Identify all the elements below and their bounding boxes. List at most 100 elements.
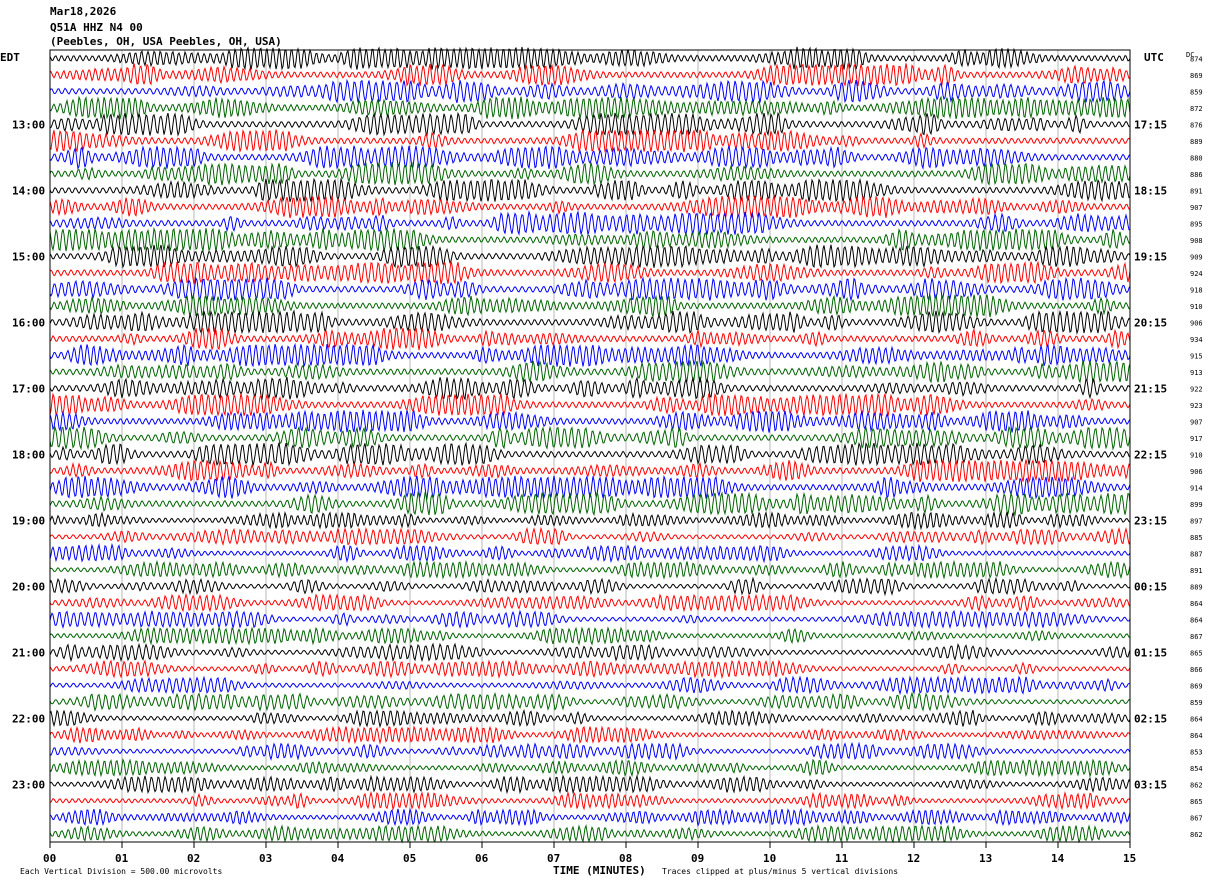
trace-line-38 — [49, 659, 1131, 680]
left-hour-label-8: 20:00 — [12, 580, 45, 593]
x-tick-04: 04 — [331, 852, 345, 865]
trace-line-24 — [49, 425, 1131, 451]
trace-line-21 — [49, 376, 1131, 401]
trace-line-13 — [49, 244, 1131, 269]
dc-value-32: 891 — [1190, 567, 1203, 575]
dc-value-40: 859 — [1190, 699, 1203, 707]
x-tick-15: 15 — [1123, 852, 1136, 865]
left-hour-label-11: 23:00 — [12, 778, 45, 791]
right-hour-label-10: 02:15 — [1134, 712, 1167, 725]
right-time-labels: 17:15 18:15 19:15 20:15 21:15 22:15 23:15 00:15… — [1134, 118, 1167, 791]
trace-line-6 — [49, 128, 1131, 154]
trace-line-19 — [49, 342, 1131, 368]
trace-line-9 — [49, 177, 1131, 203]
trace-line-7 — [49, 144, 1131, 171]
dc-value-11: 895 — [1190, 220, 1203, 228]
dc-value-24: 917 — [1190, 435, 1203, 443]
right-axis-label: UTC — [1144, 51, 1164, 64]
trace-line-31 — [49, 542, 1131, 564]
dc-value-4: 872 — [1190, 105, 1203, 113]
left-time-labels: 13:00 14:00 15:00 16:00 17:00 18:00 19:00 20:00… — [12, 118, 45, 791]
trace-line-37 — [49, 642, 1131, 663]
trace-line-18 — [49, 326, 1131, 352]
right-hour-label-8: 00:15 — [1134, 580, 1167, 593]
trace-line-1 — [49, 46, 1131, 71]
dc-value-44: 854 — [1190, 765, 1203, 773]
trace-line-27 — [49, 474, 1131, 500]
trace-line-42 — [49, 725, 1131, 745]
dc-value-41: 864 — [1190, 715, 1203, 723]
dc-value-10: 907 — [1190, 204, 1203, 212]
trace-line-29 — [49, 510, 1131, 531]
trace-line-47 — [49, 807, 1131, 827]
trace-line-11 — [49, 209, 1131, 237]
dc-value-42: 864 — [1190, 732, 1203, 740]
left-hour-label-9: 21:00 — [12, 646, 45, 659]
dc-offset-labels: 874 869 859 872 876 889 880 886 891 907 895 908 909 9… — [1190, 55, 1203, 839]
dc-value-26: 906 — [1190, 468, 1203, 476]
dc-value-19: 915 — [1190, 352, 1203, 360]
trace-line-39 — [49, 674, 1131, 696]
dc-value-14: 924 — [1190, 270, 1203, 278]
right-hour-label-6: 22:15 — [1134, 448, 1167, 461]
x-tick-14: 14 — [1051, 852, 1065, 865]
dc-value-23: 907 — [1190, 418, 1203, 426]
trace-line-45 — [49, 774, 1131, 795]
trace-line-44 — [49, 758, 1131, 778]
trace-line-26 — [49, 458, 1131, 484]
dc-value-6: 889 — [1190, 138, 1203, 146]
trace-line-23 — [49, 409, 1131, 433]
trace-line-34 — [49, 592, 1131, 614]
left-hour-label-2: 14:00 — [12, 184, 45, 197]
trace-line-4 — [49, 95, 1131, 120]
trace-line-8 — [49, 161, 1131, 187]
trace-line-36 — [49, 625, 1131, 646]
dc-value-20: 913 — [1190, 369, 1203, 377]
dc-value-43: 853 — [1190, 748, 1203, 756]
dc-value-38: 866 — [1190, 666, 1203, 674]
x-tick-10: 10 — [763, 852, 776, 865]
right-hour-label-2: 18:15 — [1134, 184, 1167, 197]
trace-line-2 — [49, 62, 1131, 87]
x-tick-05: 05 — [403, 852, 416, 865]
trace-line-10 — [49, 194, 1131, 219]
dc-value-36: 867 — [1190, 633, 1203, 641]
dc-value-47: 867 — [1190, 814, 1203, 822]
left-hour-label-4: 16:00 — [12, 316, 45, 329]
minute-gridlines — [49, 50, 1131, 842]
dc-value-34: 864 — [1190, 600, 1203, 608]
x-tick-01: 01 — [115, 852, 129, 865]
dc-value-1: 874 — [1190, 55, 1203, 63]
dc-value-46: 865 — [1190, 798, 1203, 806]
header-station: Q51A HHZ N4 00 — [50, 21, 143, 34]
x-tick-11: 11 — [835, 852, 849, 865]
dc-value-7: 880 — [1190, 154, 1203, 162]
right-hour-label-5: 21:15 — [1134, 382, 1167, 395]
left-hour-label-6: 18:00 — [12, 448, 45, 461]
x-tick-06: 06 — [475, 852, 489, 865]
header-location: (Peebles, OH, USA Peebles, OH, USA) — [50, 35, 282, 48]
right-hour-label-9: 01:15 — [1134, 646, 1167, 659]
dc-value-37: 865 — [1190, 649, 1203, 657]
trace-line-25 — [49, 441, 1131, 467]
dc-value-8: 886 — [1190, 171, 1203, 179]
dc-value-25: 910 — [1190, 451, 1203, 459]
left-hour-label-5: 17:00 — [12, 382, 45, 395]
x-tick-09: 09 — [691, 852, 704, 865]
x-tick-03: 03 — [259, 852, 272, 865]
seismic-traces — [49, 46, 1131, 844]
clip-note: Traces clipped at plus/minus 5 vertical … — [662, 867, 899, 876]
trace-line-22 — [49, 392, 1131, 418]
dc-value-13: 909 — [1190, 253, 1203, 261]
dc-value-16: 910 — [1190, 303, 1203, 311]
trace-line-17 — [49, 309, 1131, 336]
plot-frame — [49, 49, 1131, 843]
trace-line-41 — [49, 708, 1131, 729]
dc-value-31: 887 — [1190, 550, 1203, 558]
dc-value-21: 922 — [1190, 385, 1203, 393]
right-hour-label-3: 19:15 — [1134, 250, 1167, 263]
trace-line-33 — [49, 576, 1131, 597]
dc-value-2: 869 — [1190, 72, 1203, 80]
x-tick-02: 02 — [187, 852, 200, 865]
